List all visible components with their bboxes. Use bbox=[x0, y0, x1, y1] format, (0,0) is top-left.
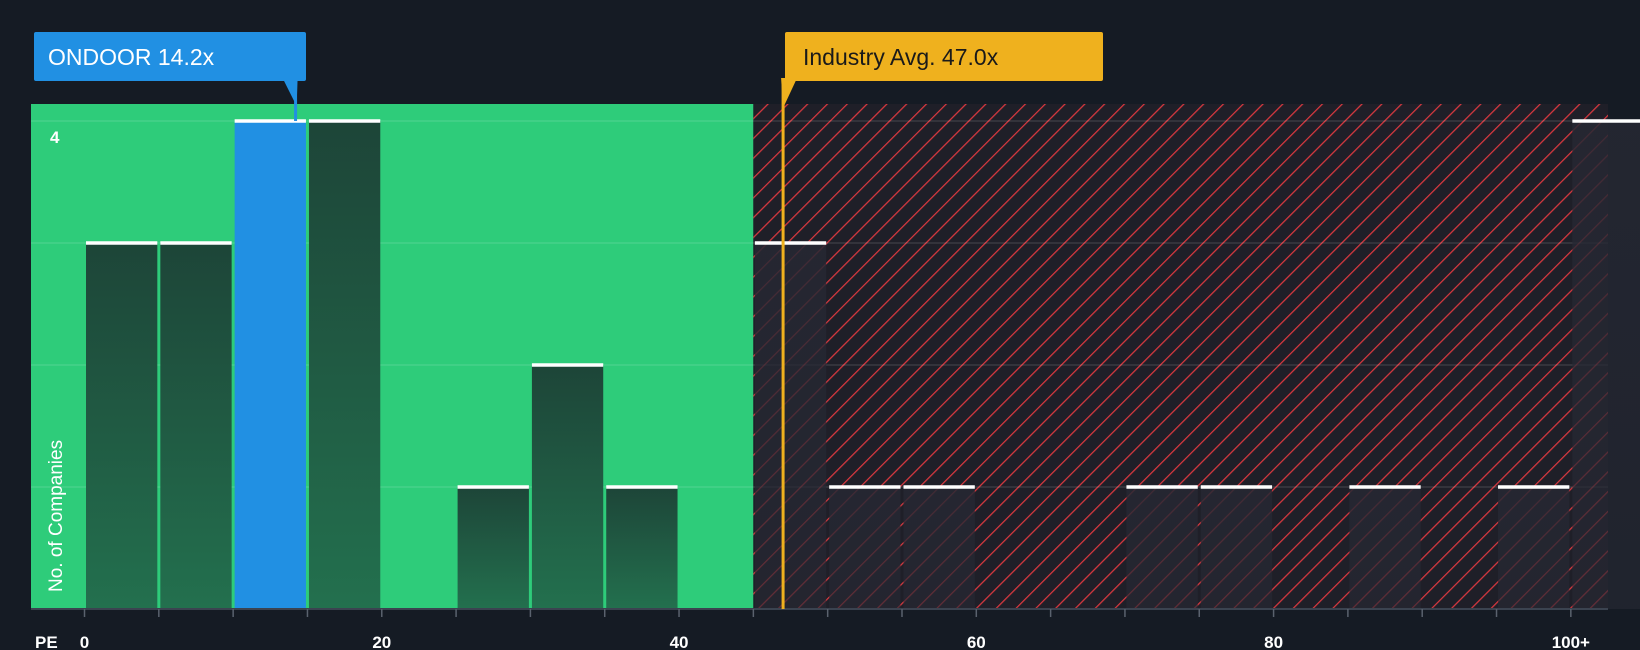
histogram-bar bbox=[457, 487, 529, 609]
industry-avg-callout bbox=[785, 32, 1103, 81]
company-pe-label: ONDOOR 14.2x bbox=[48, 44, 215, 70]
bars bbox=[86, 119, 1640, 609]
x-tick-label: 100+ bbox=[1552, 633, 1590, 650]
histogram-bar bbox=[160, 243, 232, 609]
industry-avg-pointer bbox=[781, 78, 798, 108]
histogram-bar-company bbox=[234, 121, 306, 609]
x-tick-label: 80 bbox=[1264, 633, 1283, 650]
company-marker: ONDOOR 14.2x bbox=[34, 32, 306, 121]
histogram-bar bbox=[308, 121, 381, 609]
histogram-bar bbox=[1126, 487, 1198, 609]
histogram-bar bbox=[606, 487, 678, 609]
x-tick-label: 60 bbox=[967, 633, 986, 650]
company-pe-pointer bbox=[283, 80, 298, 106]
industry-avg-label: Industry Avg. 47.0x bbox=[803, 44, 999, 70]
histogram-bar bbox=[1349, 487, 1421, 609]
industry-avg-marker: Industry Avg. 47.0x bbox=[781, 32, 1103, 609]
x-axis-ticks: 0 20 40 60 80 100+ bbox=[80, 609, 1590, 650]
company-pe-callout bbox=[34, 32, 306, 81]
x-axis-label: PE bbox=[35, 633, 58, 650]
histogram-bar bbox=[903, 487, 975, 609]
histogram-bar bbox=[754, 243, 827, 609]
y-axis-label: No. of Companies bbox=[46, 440, 67, 592]
histogram-bar bbox=[1498, 487, 1570, 609]
x-tick-label: 40 bbox=[670, 633, 689, 650]
histogram-bar bbox=[829, 487, 901, 609]
x-tick-label: 20 bbox=[372, 633, 391, 650]
histogram-bar bbox=[86, 243, 158, 609]
x-tick-label: 0 bbox=[80, 633, 89, 650]
histogram-bar bbox=[531, 365, 604, 609]
histogram-bar bbox=[1200, 487, 1273, 609]
y-tick-label: 4 bbox=[50, 128, 60, 147]
histogram-bar bbox=[1572, 121, 1640, 609]
